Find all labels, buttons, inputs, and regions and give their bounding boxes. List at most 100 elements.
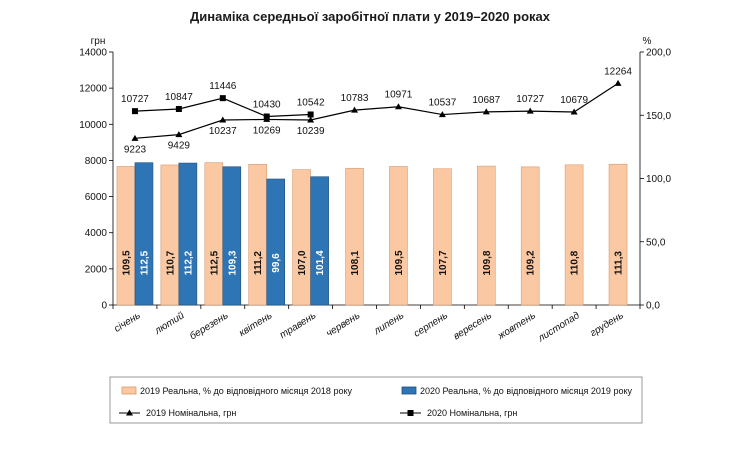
bar-label-2019-real: 112,5 bbox=[209, 250, 220, 275]
value-label-2019-nominal: 12264 bbox=[604, 66, 632, 77]
category-label: червень bbox=[324, 310, 362, 339]
marker-2019-nominal bbox=[570, 108, 578, 115]
category-label: жовтень bbox=[495, 310, 537, 342]
bar-2019-real bbox=[292, 169, 311, 306]
marker-2019-nominal bbox=[394, 103, 402, 110]
bar-2020-real bbox=[134, 162, 154, 306]
marker-2019-nominal bbox=[175, 131, 183, 138]
value-label-2019-nominal: 10783 bbox=[341, 93, 369, 104]
category-label: грудень bbox=[588, 310, 625, 339]
bar-label-2020-real: 99,6 bbox=[271, 253, 282, 273]
bar-label-2019-real: 110,8 bbox=[570, 250, 581, 275]
marker-2019-nominal bbox=[614, 79, 622, 86]
category-label: листопад bbox=[536, 310, 583, 345]
left-tick-label: 2000 bbox=[85, 264, 108, 275]
marker-2019-nominal bbox=[526, 107, 534, 114]
value-label-2020-nominal: 10542 bbox=[297, 97, 325, 108]
right-tick-label: 100,0 bbox=[646, 174, 671, 185]
bar-2020-real bbox=[310, 176, 329, 306]
marker-2020-nominal bbox=[175, 105, 182, 112]
marker-2020-nominal bbox=[131, 108, 138, 115]
bars bbox=[116, 162, 628, 306]
left-axis-unit: грн bbox=[91, 36, 106, 47]
bar-2019-real bbox=[116, 166, 136, 306]
bar-label-2020-real: 112,2 bbox=[183, 250, 194, 275]
value-label-2019-nominal: 10239 bbox=[297, 126, 325, 137]
bar-label-2019-real: 111,2 bbox=[253, 251, 264, 275]
marker-2019-nominal bbox=[438, 111, 446, 118]
legend-swatch-2020-real bbox=[401, 386, 417, 395]
legend-swatch-2019-real bbox=[121, 386, 137, 395]
category-label: березень bbox=[188, 309, 231, 342]
marker-2020-nominal bbox=[263, 113, 270, 120]
bar-label-2019-real: 107,0 bbox=[297, 250, 308, 275]
legend-label-2019-nominal: 2019 Номінальна, грн bbox=[146, 408, 236, 418]
bar-2019-real bbox=[520, 166, 540, 306]
bar-2020-real bbox=[178, 162, 198, 306]
chart-title: Динаміка середньої заробітної плати у 20… bbox=[190, 9, 551, 24]
right-tick-label: 0,0 bbox=[646, 301, 660, 312]
value-label-2020-nominal: 10727 bbox=[121, 94, 149, 105]
data-labels: 109,5 112,5 110,7 112,2 112,5 109,3 111,2 99,6 1… bbox=[121, 66, 632, 275]
legend-label-2020-real: 2020 Реальна, % до відповідного місяця 2… bbox=[420, 386, 632, 396]
bar-2019-real bbox=[204, 162, 224, 306]
bar-2019-real bbox=[433, 168, 452, 306]
legend-box bbox=[109, 376, 643, 424]
left-tick-label: 12000 bbox=[79, 84, 107, 95]
category-label: січень bbox=[112, 310, 142, 335]
left-tick-label: 0 bbox=[101, 301, 107, 312]
bar-2019-real bbox=[608, 163, 628, 306]
marker-2019-nominal bbox=[482, 108, 490, 115]
category-label: вересень bbox=[452, 310, 494, 342]
lines bbox=[131, 79, 622, 141]
bar-2019-real bbox=[389, 166, 408, 306]
bar-label-2019-real: 109,5 bbox=[394, 250, 405, 275]
value-label-2019-nominal: 10237 bbox=[209, 126, 237, 137]
legend-marker-2019-nominal bbox=[126, 409, 133, 416]
bar-2019-real bbox=[476, 165, 496, 306]
bar-2019-real bbox=[345, 167, 364, 306]
bar-2019-real bbox=[564, 164, 584, 306]
marker-2019-nominal bbox=[307, 116, 315, 123]
right-tick-label: 50,0 bbox=[646, 237, 666, 248]
right-tick-label: 150,0 bbox=[646, 111, 671, 122]
marker-2020-nominal bbox=[307, 111, 314, 118]
value-label-2019-nominal: 10679 bbox=[560, 95, 588, 106]
value-label-2019-nominal: 10971 bbox=[385, 90, 413, 101]
bar-label-2019-real: 107,7 bbox=[438, 250, 449, 275]
value-label-2020-nominal: 10430 bbox=[253, 100, 281, 111]
value-label-2019-nominal: 10537 bbox=[428, 98, 456, 109]
bar-label-2019-real: 109,2 bbox=[526, 250, 537, 275]
category-label: травень bbox=[278, 310, 318, 341]
value-label-2019-nominal: 10269 bbox=[253, 125, 281, 136]
left-tick-label: 10000 bbox=[79, 120, 107, 131]
legend-label-2020-nominal: 2020 Номінальна, грн bbox=[427, 408, 517, 418]
value-label-2019-nominal: 9429 bbox=[168, 141, 191, 152]
bar-label-2019-real: 110,7 bbox=[165, 250, 176, 275]
category-label: серпень bbox=[412, 310, 450, 339]
bar-2019-real bbox=[248, 164, 268, 306]
value-label-2020-nominal: 11446 bbox=[209, 81, 237, 92]
category-label: липень bbox=[371, 310, 406, 337]
line-2019-nominal bbox=[134, 82, 619, 139]
legend: 2019 Реальна, % до відповідного місяця 2… bbox=[109, 376, 643, 424]
bar-label-2019-real: 111,3 bbox=[614, 251, 625, 275]
marker-2020-nominal bbox=[219, 95, 226, 102]
marker-2019-nominal bbox=[131, 134, 139, 141]
bar-label-2019-real: 109,8 bbox=[482, 250, 493, 275]
legend-marker-2020-nominal bbox=[407, 410, 414, 416]
value-label-2019-nominal: 10727 bbox=[516, 94, 544, 105]
legend-label-2019-real: 2019 Реальна, % до відповідного місяця 2… bbox=[140, 386, 352, 396]
bar-label-2020-real: 109,3 bbox=[227, 250, 238, 275]
category-label: лютий bbox=[152, 310, 187, 337]
bar-label-2019-real: 108,1 bbox=[350, 250, 361, 275]
left-tick-label: 6000 bbox=[85, 192, 108, 203]
value-label-2019-nominal: 9223 bbox=[124, 144, 147, 155]
marker-2019-nominal bbox=[351, 106, 359, 113]
bar-label-2020-real: 112,5 bbox=[139, 250, 150, 275]
right-tick-label: 200,0 bbox=[646, 48, 671, 59]
left-tick-label: 4000 bbox=[85, 228, 108, 239]
left-tick-label: 14000 bbox=[79, 48, 107, 59]
bar-2019-real bbox=[160, 164, 180, 306]
